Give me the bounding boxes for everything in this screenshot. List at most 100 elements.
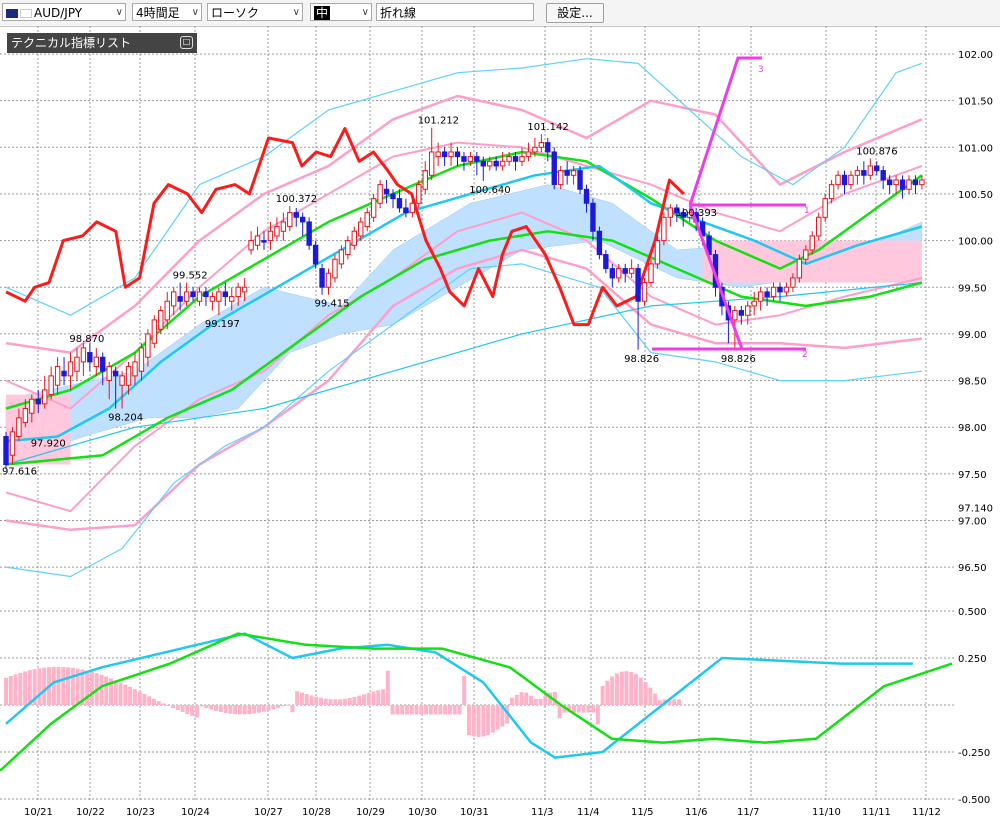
macd-bar [634, 674, 639, 705]
macd-bar [237, 705, 242, 715]
candle-body [183, 291, 190, 302]
candle-body [145, 333, 151, 358]
macd-bar [233, 705, 238, 715]
macd-bar [342, 698, 347, 705]
macd-bar [395, 705, 400, 715]
candle-body [42, 389, 48, 405]
candle-body [480, 160, 487, 167]
candle-body [551, 151, 557, 186]
candle-body [441, 151, 448, 158]
candle-body [248, 240, 254, 251]
macd-bar [328, 699, 333, 705]
currency-pair-select[interactable]: AUD/JPY ∨ [2, 3, 126, 21]
candle-body [751, 300, 757, 307]
macd-bar [27, 670, 32, 705]
macd-bar [643, 682, 648, 705]
macd-bar [323, 698, 328, 705]
x-tick-label: 10/24 [181, 807, 210, 818]
price-annotation: 99.552 [173, 271, 208, 282]
indicator-list-panel[interactable]: テクニカル指標リスト □ [7, 33, 197, 53]
price-chart[interactable]: 1 2 3 97.616 97.920 98.870 98.204 99.552 99.197 1… [0, 26, 1000, 818]
macd-bar [166, 705, 171, 706]
macd-bar [457, 705, 462, 715]
candle-body [196, 291, 203, 302]
candle-body [241, 286, 248, 293]
candle-body [558, 170, 564, 186]
candle-body [106, 366, 112, 382]
macd-bar [533, 698, 538, 705]
macd-bar [223, 705, 228, 713]
macd-bar [404, 705, 409, 715]
band-line [5, 94, 923, 354]
price-annotation: 99.415 [315, 299, 350, 310]
macd-bar [61, 666, 66, 705]
macd-bar [319, 697, 324, 705]
macd-bar [490, 705, 495, 733]
candle-body [429, 151, 435, 176]
macd-bar [261, 705, 266, 712]
macd-bar [552, 692, 557, 705]
size-select[interactable]: 中 ∨ [310, 3, 372, 21]
macd-bar [667, 699, 672, 705]
macd-bar [466, 705, 471, 736]
macd-bar [471, 705, 476, 737]
macd-bar [433, 705, 438, 715]
settings-button[interactable]: 設定... [546, 3, 604, 23]
macd-bar [509, 697, 514, 705]
candle-body [641, 282, 648, 302]
candle-body [474, 156, 480, 162]
jpy-flag-icon [20, 9, 32, 18]
candle-body [874, 165, 880, 172]
candle-body [254, 235, 261, 246]
candle-body [616, 268, 622, 279]
macd-bar [132, 689, 137, 705]
candle-body [229, 296, 235, 302]
candle-body [190, 291, 196, 298]
draw-tool-field[interactable]: 折れ線 [376, 3, 534, 21]
macd-bar [23, 671, 28, 705]
timeframe-select[interactable]: 4時間足 ∨ [132, 3, 202, 21]
macd-bar [366, 692, 371, 705]
candle-body [906, 179, 912, 190]
candle-body [209, 296, 216, 302]
macd-bar [486, 705, 491, 735]
candle-body [893, 179, 899, 186]
macd-tick-label: -0.250 [958, 748, 990, 759]
panel-toggle-icon[interactable]: □ [180, 36, 193, 49]
macd-bar [32, 669, 37, 705]
macd-bar [247, 705, 252, 715]
macd-bar [481, 705, 486, 737]
chart-style-select[interactable]: ローソク ∨ [207, 3, 303, 21]
macd-bar [538, 698, 543, 705]
candle-body [287, 212, 293, 228]
candle-body [158, 310, 164, 330]
signal-line [0, 632, 953, 772]
macd-bar [295, 691, 300, 705]
candle-body [93, 356, 99, 368]
candle-body [364, 212, 370, 228]
macd-bar [381, 689, 386, 705]
drawing-point-label: 3 [758, 65, 764, 75]
macd-bar [66, 667, 71, 705]
price-tick-label: 98.00 [958, 423, 987, 434]
candle-body [912, 179, 919, 186]
price-tick-label: 101.00 [958, 143, 993, 154]
candle-body [777, 286, 783, 293]
macd-bar [333, 699, 338, 705]
price-tick-label: 98.50 [958, 377, 987, 388]
candle-body [499, 160, 506, 167]
candle-body [280, 221, 287, 232]
candle-body [54, 366, 61, 386]
price-tick-label: 97.00 [958, 517, 987, 528]
candle-body [16, 417, 22, 438]
macd-bar [214, 705, 219, 711]
rci-line [5, 127, 685, 327]
macd-bar [500, 705, 505, 727]
macd-bar [591, 705, 596, 713]
macd-bar [581, 705, 586, 713]
candle-body [332, 258, 338, 279]
macd-bar [18, 672, 23, 705]
candle-body [770, 286, 777, 298]
macd-bar [519, 692, 524, 705]
indicator-list-title: テクニカル指標リスト [11, 36, 132, 50]
